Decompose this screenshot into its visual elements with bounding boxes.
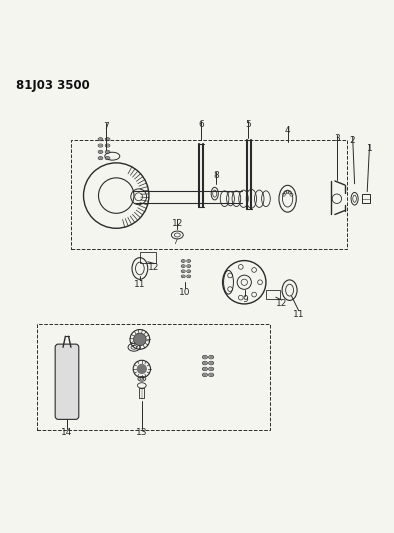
Ellipse shape — [106, 151, 110, 153]
Bar — [140, 252, 156, 263]
Ellipse shape — [106, 157, 110, 159]
Ellipse shape — [182, 260, 184, 262]
Text: 11: 11 — [134, 280, 146, 289]
Text: 10: 10 — [179, 288, 191, 296]
Ellipse shape — [98, 144, 102, 147]
Ellipse shape — [182, 270, 184, 272]
Ellipse shape — [188, 265, 190, 267]
Ellipse shape — [209, 356, 213, 359]
Text: 7: 7 — [104, 122, 109, 131]
Bar — [266, 290, 280, 299]
Ellipse shape — [203, 362, 207, 365]
Circle shape — [137, 364, 147, 374]
Ellipse shape — [209, 374, 213, 376]
Ellipse shape — [203, 356, 207, 359]
Text: 5: 5 — [245, 120, 251, 129]
Ellipse shape — [209, 368, 213, 370]
Ellipse shape — [182, 276, 184, 277]
Ellipse shape — [188, 260, 190, 262]
Ellipse shape — [188, 270, 190, 272]
Text: 81J03 3500: 81J03 3500 — [16, 79, 89, 92]
Bar — [362, 195, 370, 203]
Text: 2: 2 — [350, 136, 355, 145]
Bar — [139, 388, 144, 398]
Ellipse shape — [203, 374, 207, 376]
Ellipse shape — [98, 151, 102, 153]
Text: 11: 11 — [293, 310, 305, 319]
Text: 4: 4 — [285, 126, 290, 135]
Text: 9: 9 — [242, 295, 248, 304]
Bar — [71, 140, 347, 249]
FancyBboxPatch shape — [55, 344, 79, 419]
Text: 13: 13 — [136, 429, 148, 437]
Ellipse shape — [98, 157, 102, 159]
Ellipse shape — [106, 138, 110, 140]
Ellipse shape — [203, 368, 207, 370]
Text: 8: 8 — [213, 172, 219, 180]
Text: 14: 14 — [61, 429, 72, 437]
Ellipse shape — [106, 144, 110, 147]
Text: 12: 12 — [172, 219, 183, 228]
Text: 6: 6 — [198, 120, 204, 129]
Ellipse shape — [209, 362, 213, 365]
Text: 3: 3 — [334, 134, 340, 143]
Text: 12: 12 — [148, 263, 159, 272]
Ellipse shape — [188, 276, 190, 277]
Circle shape — [134, 333, 146, 346]
Ellipse shape — [98, 138, 102, 140]
Text: 12: 12 — [276, 300, 287, 309]
Text: 1: 1 — [367, 144, 372, 153]
Ellipse shape — [182, 265, 184, 267]
Bar — [37, 324, 270, 430]
